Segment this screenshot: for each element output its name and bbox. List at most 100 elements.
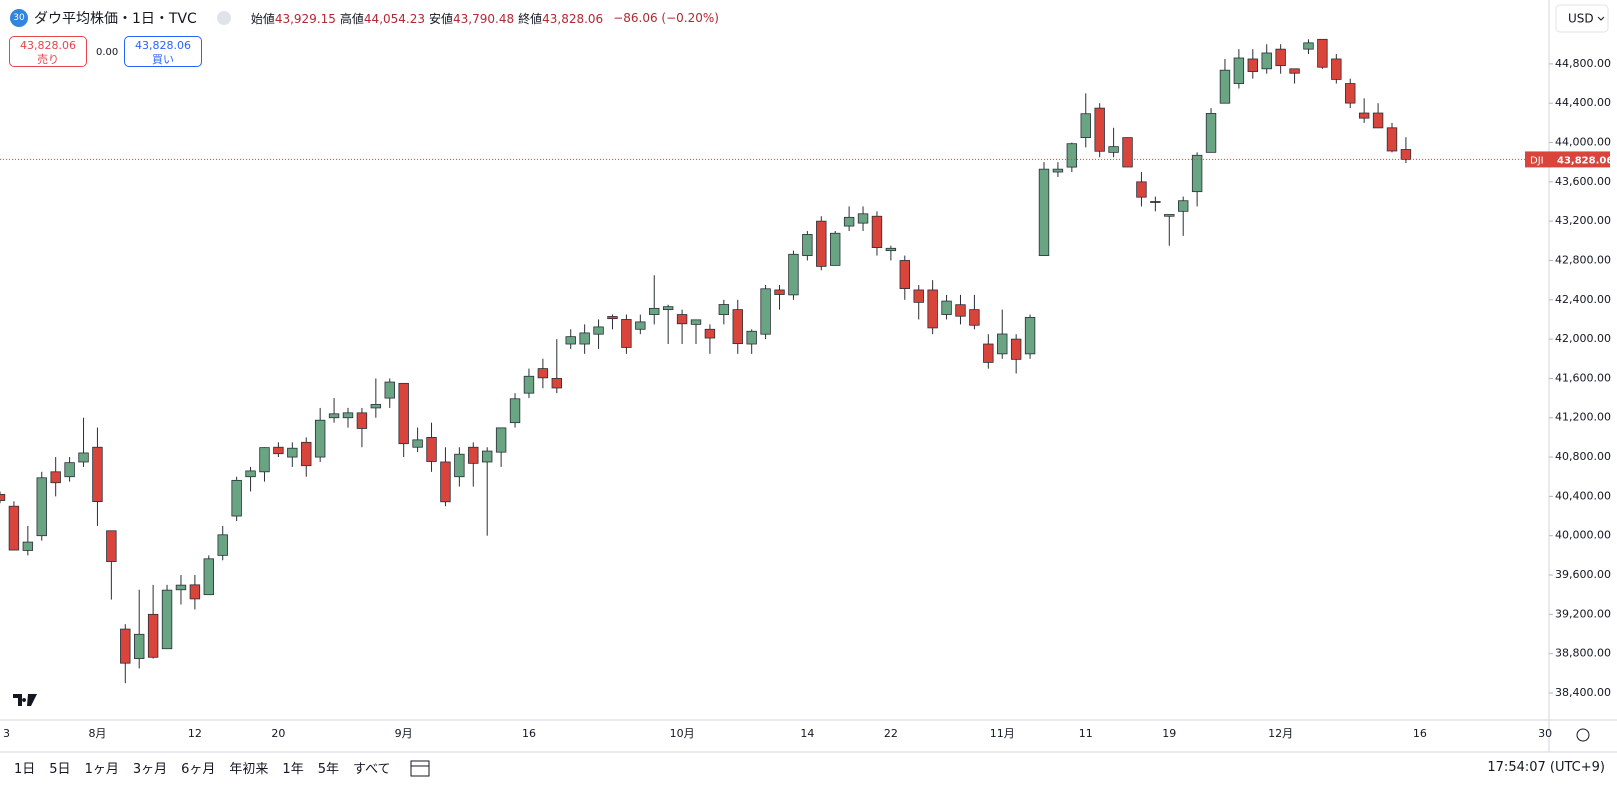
currency-caret [1597,16,1605,21]
candles [0,38,1412,684]
range-button[interactable]: 1ヶ月 [84,762,119,777]
ohlc-label: 始値 [250,11,275,26]
candle-body [718,304,730,315]
visibility-icon[interactable] [216,11,231,25]
legend: 30 ダウ平均株価・1日・TVC 始値43,929.15 高値44,054.23 安… [10,8,723,28]
candle-body [1289,68,1300,74]
date-range-icon[interactable] [410,760,430,777]
price-tag-symbol: DJI [1530,155,1544,166]
change: −86.06 (−0.20%) [613,11,719,25]
x-tick-label: 22 [884,727,898,740]
x-tick-label: 9月 [395,727,413,740]
y-tick-label: 44,000.00 [1555,136,1611,149]
y-tick-label: 40,000.00 [1555,529,1611,542]
candle-body [997,333,1008,355]
y-tick-label: 44,800.00 [1555,57,1611,70]
y-tick-label: 44,400.00 [1555,96,1611,109]
y-tick-label: 42,000.00 [1555,332,1611,345]
candle-body [245,470,256,478]
settings-icon[interactable] [1576,728,1590,742]
candle-body [356,412,368,429]
candle-body [1052,168,1064,173]
candle-body [147,613,159,658]
candle-body [1345,83,1356,104]
candle-body [746,330,757,345]
price-tag [1525,151,1610,168]
y-tick-label: 43,200.00 [1555,214,1611,227]
ohlc-label: 安値 [429,11,454,26]
range-button[interactable]: 年初来 [229,762,269,777]
price-tag-price: 43,828.06 [1557,155,1613,166]
range-button[interactable]: 5年 [317,762,339,777]
symbol[interactable]: ダウ平均株価・1日・TVC [34,11,197,27]
candle-body [1317,38,1328,68]
y-tick-label: 42,800.00 [1555,253,1611,266]
range-button[interactable]: 6ヶ月 [181,762,216,777]
candle-body [662,306,674,311]
sell-button[interactable]: 43,828.06 売り [9,36,87,67]
badge: 30 [10,9,28,27]
candle-body [565,336,576,345]
candle-body [1261,52,1272,70]
candle-body [871,215,883,249]
candle-body [78,452,89,463]
candle-body [635,321,646,330]
x-tick-label: 19 [1162,727,1176,740]
range-button[interactable]: すべて [352,762,391,777]
candle-body [1275,48,1286,67]
range-button[interactable]: 1年 [282,762,304,777]
candle-body [593,326,604,335]
sell-price: 43,828.06 [20,39,76,52]
candle-body [273,446,284,455]
candle-body [1331,58,1342,80]
candle-body [8,505,20,551]
candle-body [259,447,270,473]
candle-body [927,289,938,329]
x-tick-label: 10月 [670,727,695,740]
y-tick-label: 38,400.00 [1555,686,1611,699]
candle-body [913,289,924,303]
candle-body [36,477,47,537]
spread: 0.00 [96,47,119,58]
x-tick-label: 11月 [990,727,1015,740]
candle-body [760,288,771,335]
candle-body [802,234,813,256]
candle-body [314,419,326,458]
candle-body [189,584,201,600]
range-button[interactable]: 3ヶ月 [132,762,168,777]
candle-body [64,462,75,478]
candle-body [161,589,173,650]
ohlc-value: 43,929.15 [274,11,336,26]
candle-body [495,427,507,453]
currency-box[interactable] [1555,4,1609,33]
candle-body [1372,112,1384,129]
candle-body [22,541,34,551]
currency[interactable]: USD [1568,12,1594,26]
range-toolbar: 1日 5日 1ヶ月 3ヶ月 6ヶ月 年初来 1年 5年 すべて [14,758,391,777]
y-tick-label: 38,800.00 [1555,647,1611,660]
range-button[interactable]: 5日 [49,762,71,777]
ohlc-value: 43,790.48 [453,11,515,26]
y-tick-label: 41,200.00 [1555,411,1611,424]
range-button[interactable]: 1日 [14,762,36,777]
candle-body [704,328,716,339]
candle-body [50,471,61,484]
x-tick-label: 8月 [88,727,106,740]
candle-body [1164,214,1175,217]
candle-body [899,260,911,289]
ohlc-value: 44,054.23 [363,11,425,26]
sell-label: 売り [37,53,59,66]
candle-body [120,628,131,664]
buy-button[interactable]: 43,828.06 買い [124,36,202,67]
candle-body [941,300,952,315]
x-tick-label: 14 [800,727,814,740]
ohlc-label: 高値 [339,11,364,26]
candle-body [370,404,382,409]
candle-body [983,343,994,363]
candle-body [342,412,354,419]
buy-price: 43,828.06 [135,39,191,52]
candle-body [468,446,479,464]
candle-body [328,413,340,419]
tv-logo [13,694,37,706]
x-tick-label: 3 [3,727,10,740]
